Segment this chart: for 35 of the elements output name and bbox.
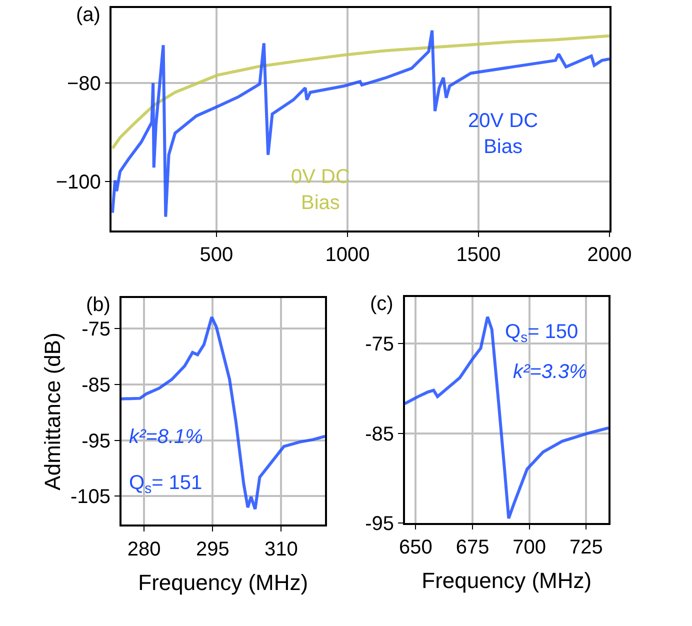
y-tick-label: -75 [82,318,111,340]
chart-title: (a) [76,4,100,26]
y-tick-label: −80 [66,73,101,96]
x-tick-label: 500 [200,244,234,266]
line-series [404,315,608,520]
annotation: k²=8.1% [129,426,203,448]
x-tick-label: 700 [512,536,546,559]
chart-title: (c) [370,293,394,315]
annotation: Q$_{s}$= 151 [129,472,202,496]
annotation: k²=3.3% [513,361,587,383]
line-series [112,28,610,218]
y-tick-label: −100 [56,171,101,194]
line-series [121,316,326,511]
x-tick-label: 1000 [325,244,370,266]
y-tick-label: -85 [365,423,394,446]
x-tick-label: 295 [196,538,230,560]
x-tick-label: 1500 [456,244,501,266]
y-tick-label: -95 [82,430,111,452]
y-tick-label: -85 [82,374,111,396]
x-tick-label: 650 [398,536,432,559]
y-axis-title: Admittance (dB) [40,332,65,490]
y-tick-label: -75 [365,334,394,356]
x-axis-title: Frequency (MHz) [138,570,308,595]
x-tick-label: 725 [570,536,603,559]
chart-title: (b) [86,294,110,316]
annotation: Q$_{s}$= 150 [505,321,578,346]
x-axis-title: Frequency (MHz) [422,568,592,593]
series-label: 20V DC Bias [468,110,538,158]
y-tick-label: -105 [70,486,111,508]
x-tick-label: 280 [127,538,161,560]
y-tick-label: -95 [365,512,394,535]
x-tick-label: 675 [456,536,490,559]
text: 0V DC Bias [291,166,350,214]
x-tick-label: 2000 [587,244,632,266]
x-tick-label: 310 [264,538,298,560]
